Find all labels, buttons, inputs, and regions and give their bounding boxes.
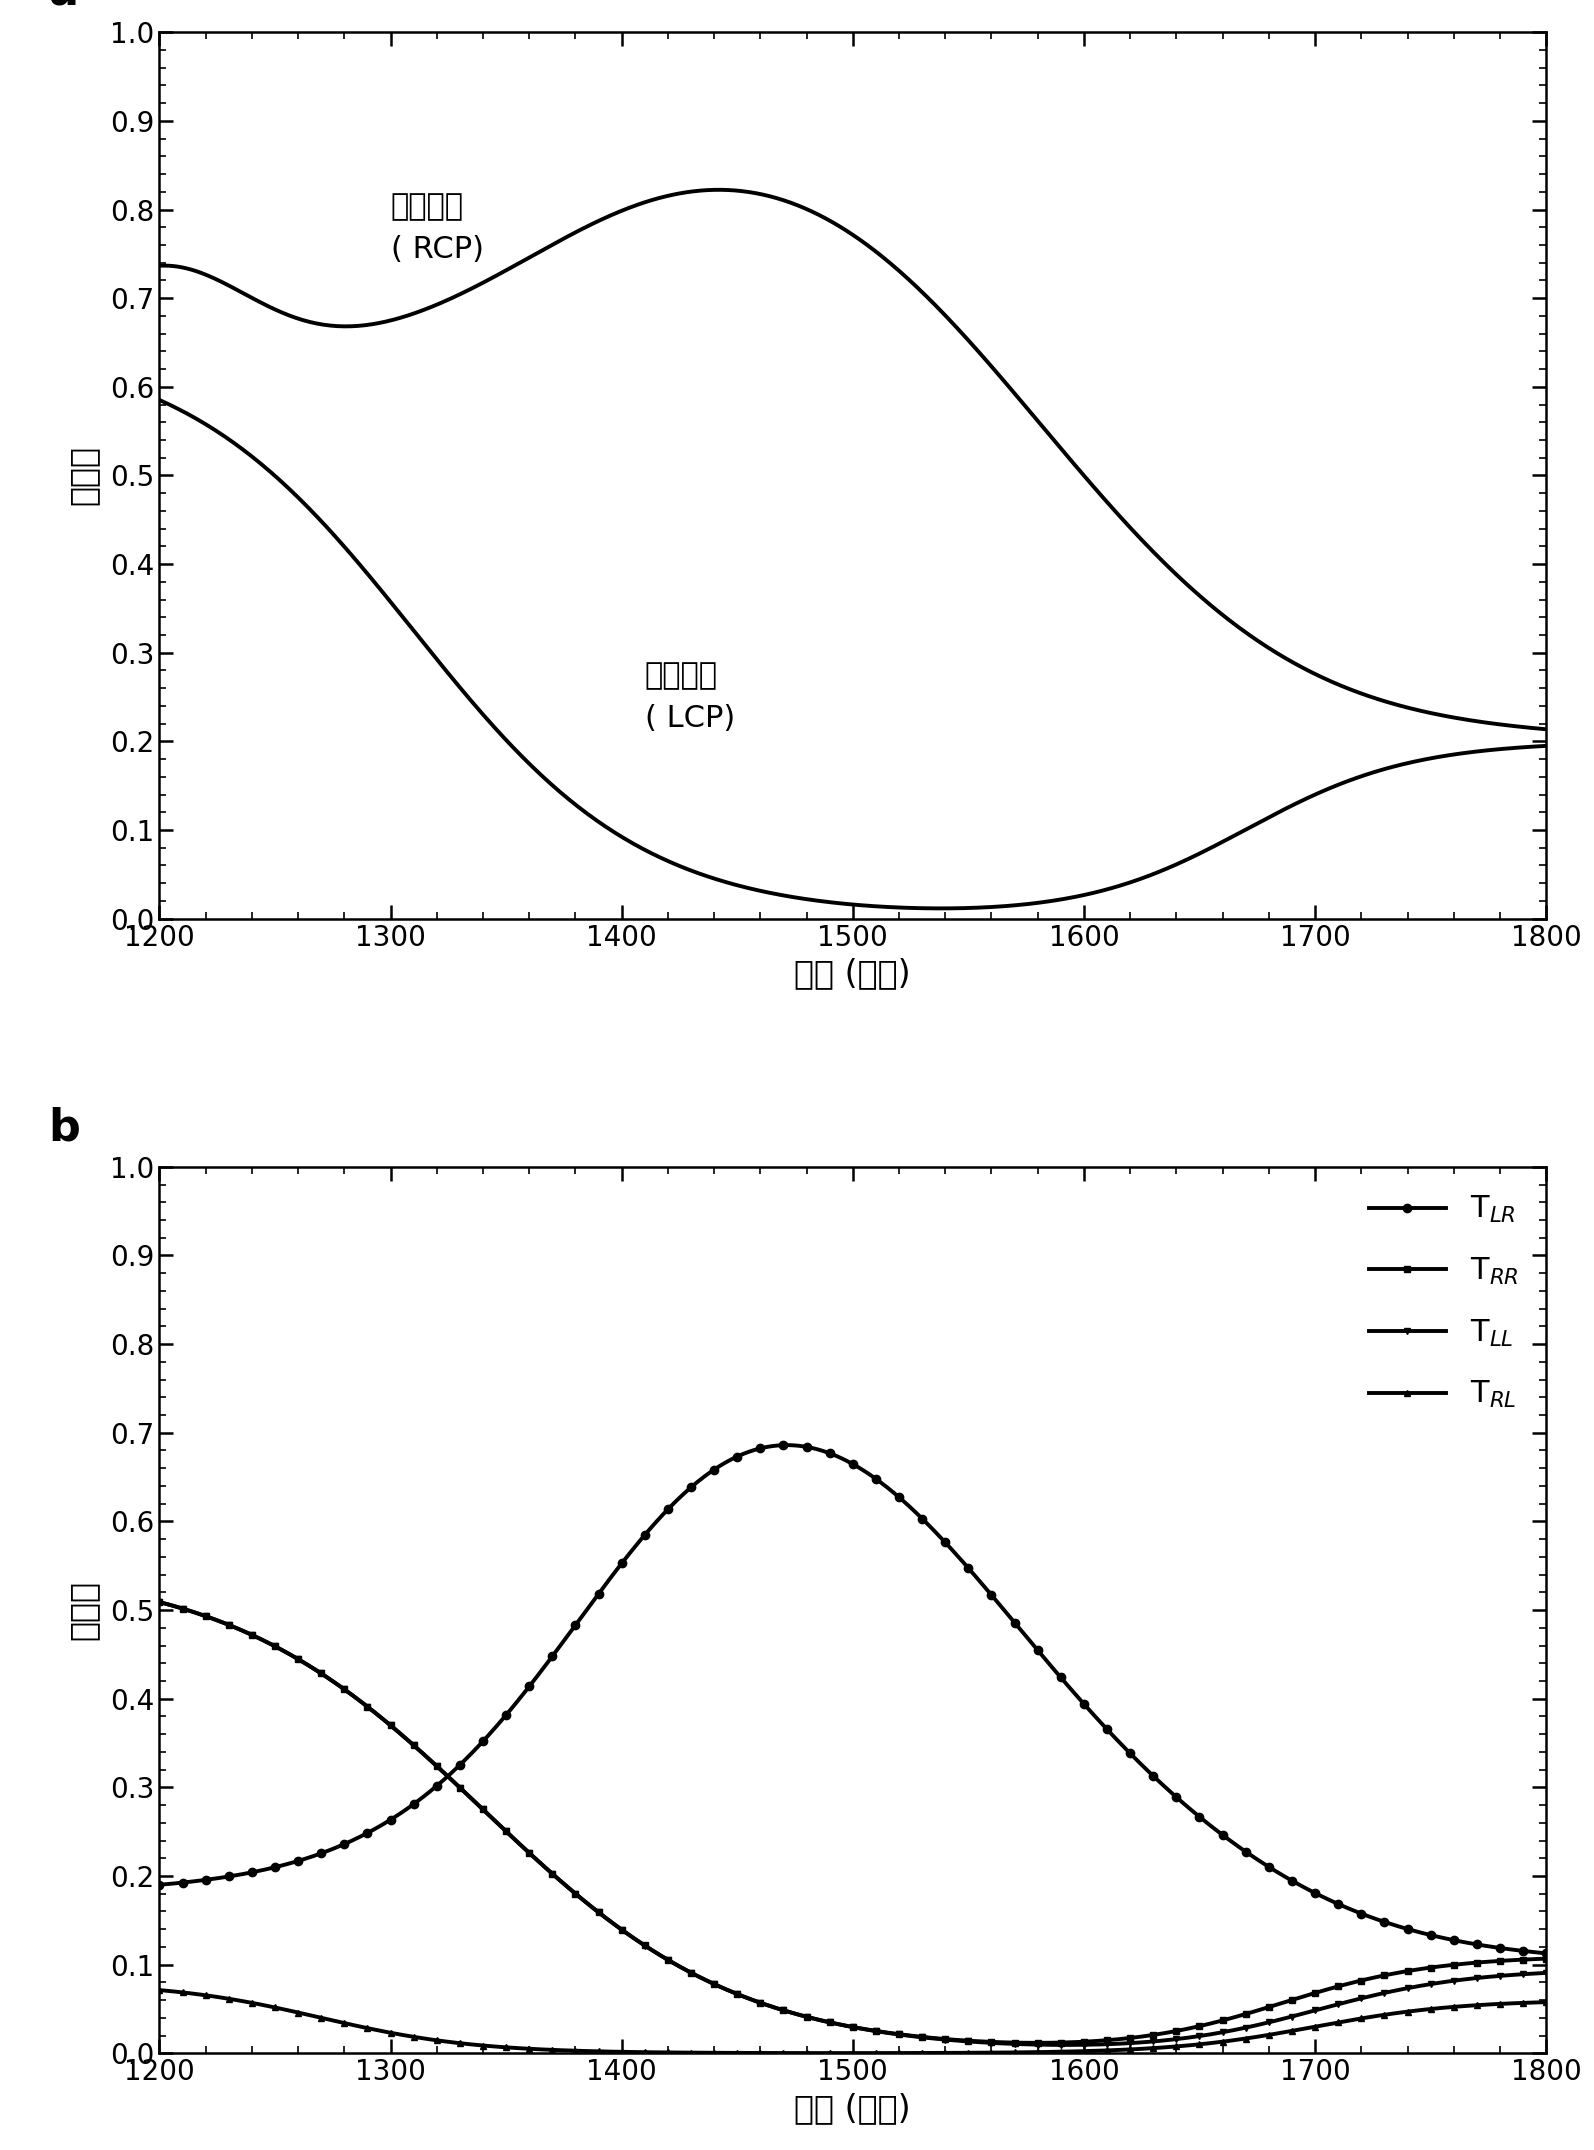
Text: b: b bbox=[48, 1105, 80, 1148]
X-axis label: 波长 (纳米): 波长 (纳米) bbox=[794, 2092, 912, 2124]
Y-axis label: 透射率: 透射率 bbox=[65, 1580, 99, 1640]
Legend: $\mathdefault{T}_{LR}$, $\mathdefault{T}_{RR}$, $\mathdefault{T}_{LL}$, $\mathde: $\mathdefault{T}_{LR}$, $\mathdefault{T}… bbox=[1356, 1182, 1530, 1423]
Text: 左旋入射
( LCP): 左旋入射 ( LCP) bbox=[646, 662, 735, 733]
Text: a: a bbox=[48, 0, 78, 15]
Text: 右旋入射
( RCP): 右旋入射 ( RCP) bbox=[391, 191, 483, 264]
X-axis label: 波长 (纳米): 波长 (纳米) bbox=[794, 957, 912, 989]
Y-axis label: 透射率: 透射率 bbox=[65, 445, 99, 505]
